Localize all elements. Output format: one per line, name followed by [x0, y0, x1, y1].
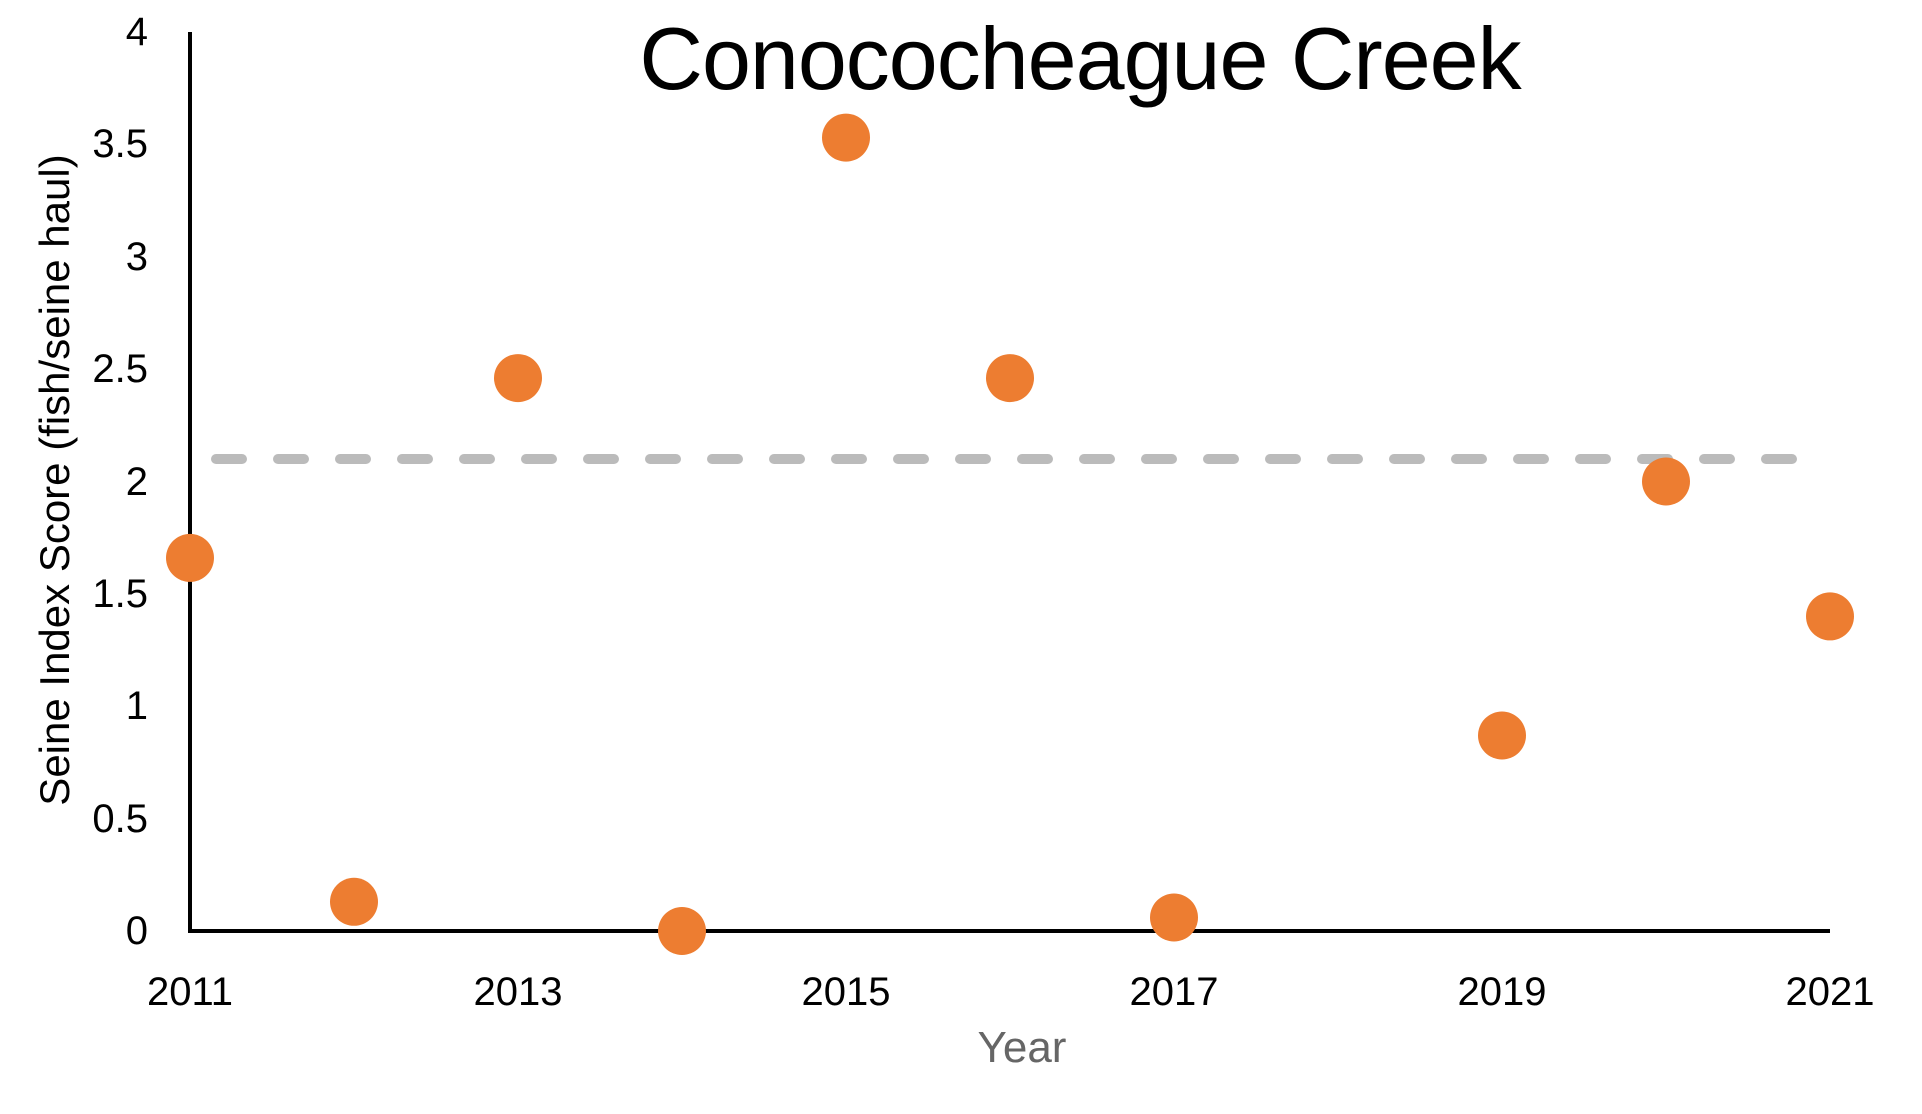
- x-tick-label-2019: 2019: [1457, 970, 1547, 1014]
- y-tick-label-0.5: 0.5: [92, 796, 148, 841]
- data-point-2017: [1150, 893, 1198, 942]
- y-tick-label-3: 3: [125, 234, 148, 279]
- y-tick-label-3.5: 3.5: [92, 122, 148, 167]
- data-point-2021: [1806, 592, 1854, 641]
- x-tick-label-2021: 2021: [1785, 970, 1875, 1014]
- x-tick-label-2015: 2015: [801, 970, 891, 1014]
- data-point-2011: [166, 533, 214, 582]
- data-point-2012: [330, 877, 378, 926]
- x-axis-title: Year: [977, 1023, 1067, 1072]
- x-tick-label-2011: 2011: [146, 970, 233, 1014]
- data-point-2015: [822, 113, 870, 162]
- data-point-2020: [1642, 457, 1690, 506]
- x-tick-label-2013: 2013: [473, 970, 563, 1014]
- x-tick-label-2017: 2017: [1129, 970, 1219, 1014]
- y-tick-label-4: 4: [125, 10, 148, 54]
- y-tick-label-0: 0: [125, 909, 148, 953]
- chart-title: Conococheague Creek: [639, 9, 1521, 108]
- data-point-2016: [986, 354, 1034, 403]
- y-tick-label-1.5: 1.5: [92, 571, 148, 616]
- data-point-2013: [494, 354, 542, 403]
- data-point-2019: [1478, 711, 1526, 760]
- y-tick-label-2: 2: [125, 459, 148, 504]
- y-tick-label-2.5: 2.5: [92, 347, 148, 392]
- y-tick-label-1: 1: [125, 684, 148, 729]
- data-point-2014: [658, 907, 706, 955]
